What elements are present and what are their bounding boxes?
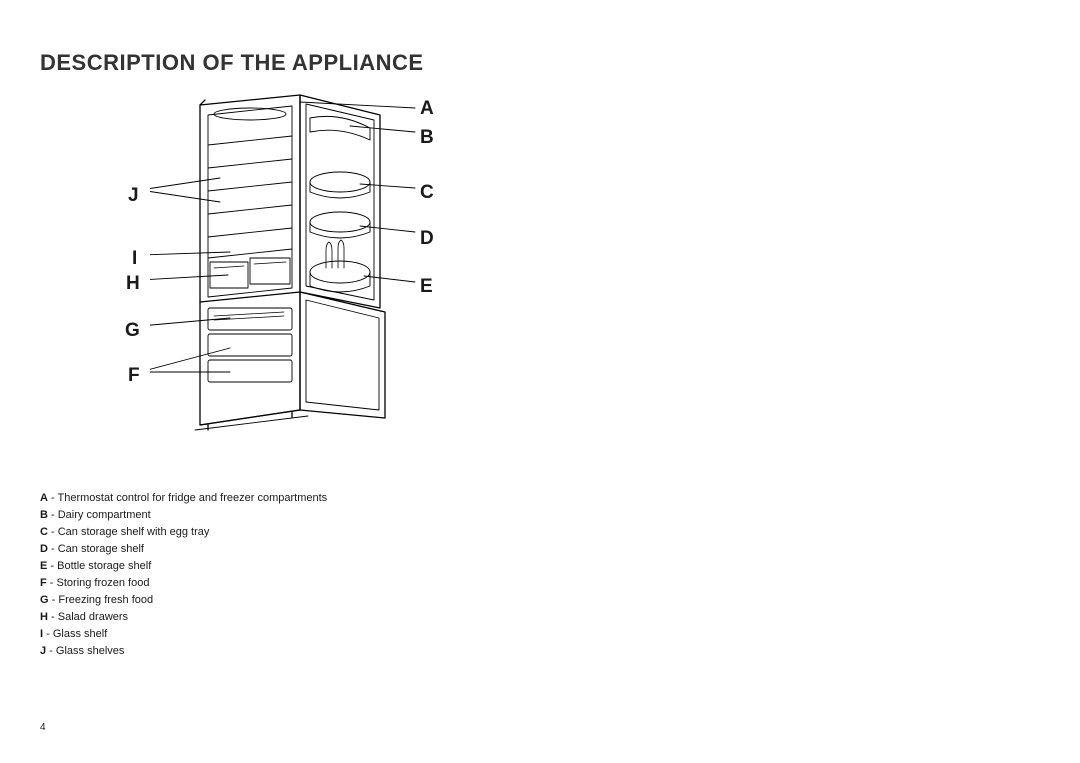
legend-key: B — [40, 509, 48, 521]
legend-key: C — [40, 526, 48, 538]
legend-key: H — [40, 611, 48, 623]
callout-I: I — [132, 248, 137, 270]
callout-G: G — [125, 320, 140, 342]
legend-desc: Thermostat control for fridge and freeze… — [58, 492, 328, 504]
legend-key: G — [40, 594, 49, 606]
page-number: 4 — [40, 722, 46, 733]
legend-row: H - Salad drawers — [40, 609, 327, 626]
callout-J: J — [128, 185, 139, 207]
legend-key: F — [40, 577, 47, 589]
callout-H: H — [126, 273, 140, 295]
callout-F: F — [128, 365, 140, 387]
page: DESCRIPTION OF THE APPLIANCE — [0, 0, 1080, 763]
callout-C: C — [420, 182, 434, 204]
legend-row: G - Freezing fresh food — [40, 592, 327, 609]
legend-row: D - Can storage shelf — [40, 541, 327, 558]
legend-row: J - Glass shelves — [40, 643, 327, 660]
legend-key: A — [40, 492, 48, 504]
legend-desc: Glass shelves — [56, 645, 124, 657]
callout-A: A — [420, 98, 434, 120]
legend-row: A - Thermostat control for fridge and fr… — [40, 490, 327, 507]
legend-row: B - Dairy compartment — [40, 507, 327, 524]
legend-desc: Can storage shelf with egg tray — [58, 526, 210, 538]
legend-row: F - Storing frozen food — [40, 575, 327, 592]
page-title: DESCRIPTION OF THE APPLIANCE — [40, 50, 424, 76]
legend-desc: Bottle storage shelf — [57, 560, 151, 572]
callout-B: B — [420, 127, 434, 149]
legend-row: C - Can storage shelf with egg tray — [40, 524, 327, 541]
legend-desc: Salad drawers — [58, 611, 128, 623]
legend-row: I - Glass shelf — [40, 626, 327, 643]
callout-E: E — [420, 276, 433, 298]
legend-desc: Storing frozen food — [57, 577, 150, 589]
callout-D: D — [420, 228, 434, 250]
legend-row: E - Bottle storage shelf — [40, 558, 327, 575]
legend-desc: Can storage shelf — [58, 543, 144, 555]
legend-desc: Glass shelf — [53, 628, 107, 640]
legend-desc: Dairy compartment — [58, 509, 151, 521]
legend: A - Thermostat control for fridge and fr… — [40, 490, 327, 660]
legend-desc: Freezing fresh food — [58, 594, 153, 606]
legend-key: D — [40, 543, 48, 555]
